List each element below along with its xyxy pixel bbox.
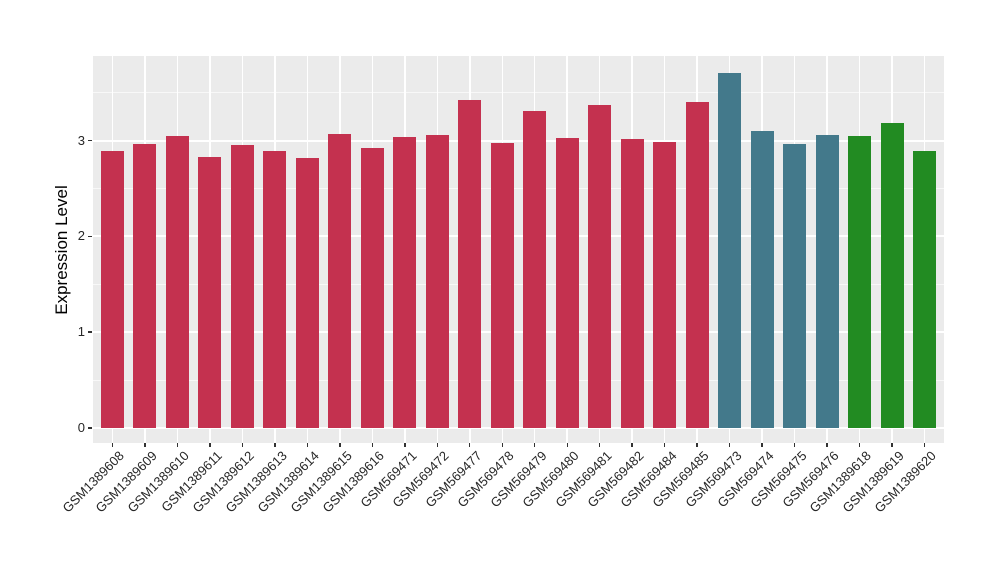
bar bbox=[750, 130, 774, 428]
bar bbox=[523, 110, 547, 428]
x-tick-mark bbox=[241, 443, 244, 447]
bar bbox=[165, 135, 189, 428]
y-tick-mark bbox=[88, 427, 92, 429]
x-tick-mark bbox=[404, 443, 406, 447]
bar bbox=[913, 151, 936, 428]
x-tick-mark bbox=[306, 443, 309, 447]
x-tick-mark bbox=[728, 443, 731, 447]
gridline-major-horizontal bbox=[93, 235, 944, 238]
x-tick-mark bbox=[566, 443, 568, 447]
x-tick-mark bbox=[436, 443, 438, 447]
bar bbox=[490, 143, 514, 428]
bar bbox=[848, 135, 872, 428]
x-tick-mark bbox=[469, 443, 471, 447]
bar bbox=[620, 138, 644, 428]
y-tick-label: 1 bbox=[77, 324, 85, 340]
gridline-major-horizontal bbox=[93, 427, 944, 429]
bar bbox=[815, 134, 839, 428]
bar bbox=[425, 134, 449, 428]
gridline-minor-horizontal bbox=[93, 187, 944, 189]
bar bbox=[880, 123, 904, 428]
x-tick-mark bbox=[631, 443, 633, 447]
x-tick-mark bbox=[793, 443, 796, 447]
y-tick-mark bbox=[88, 139, 92, 142]
bar bbox=[100, 151, 124, 428]
bar bbox=[718, 73, 742, 428]
bar bbox=[263, 151, 287, 428]
bar bbox=[360, 148, 384, 428]
x-tick-mark bbox=[144, 443, 146, 447]
bar bbox=[393, 136, 417, 428]
x-tick-mark bbox=[339, 443, 341, 447]
bar bbox=[588, 105, 612, 428]
x-tick-mark bbox=[761, 443, 763, 447]
x-tick-mark bbox=[111, 443, 114, 447]
gridline-major-horizontal bbox=[93, 139, 944, 142]
plot-panel bbox=[93, 56, 944, 443]
x-tick-mark bbox=[696, 443, 698, 447]
x-tick-mark bbox=[534, 443, 536, 447]
x-tick-mark bbox=[176, 443, 179, 447]
x-tick-mark bbox=[891, 443, 893, 447]
bar bbox=[328, 133, 352, 428]
bar bbox=[230, 145, 254, 428]
gridline-minor-horizontal bbox=[93, 92, 944, 94]
x-tick-mark bbox=[209, 443, 211, 447]
y-tick-mark bbox=[88, 235, 92, 238]
bar bbox=[653, 142, 677, 428]
bar bbox=[685, 102, 709, 428]
x-tick-mark bbox=[923, 443, 926, 447]
bar bbox=[133, 144, 157, 428]
bar bbox=[458, 100, 482, 428]
y-axis-title: Expression Level bbox=[52, 185, 71, 315]
x-tick-mark bbox=[501, 443, 503, 447]
y-tick-label: 3 bbox=[77, 132, 85, 148]
y-tick-mark bbox=[88, 331, 92, 333]
x-tick-mark bbox=[371, 443, 374, 447]
gridline-minor-horizontal bbox=[93, 379, 944, 381]
x-tick-mark bbox=[274, 443, 276, 447]
bar bbox=[783, 144, 807, 428]
bar bbox=[555, 137, 579, 428]
x-tick-mark bbox=[663, 443, 666, 447]
x-tick-mark bbox=[599, 443, 601, 447]
x-tick-mark bbox=[826, 443, 828, 447]
bar bbox=[295, 157, 319, 428]
gridline-minor-horizontal bbox=[93, 283, 944, 285]
gridline-major-horizontal bbox=[93, 331, 944, 334]
bar bbox=[198, 156, 222, 428]
y-tick-label: 0 bbox=[77, 420, 85, 435]
y-tick-label: 2 bbox=[77, 228, 85, 244]
x-tick-mark bbox=[858, 443, 861, 447]
